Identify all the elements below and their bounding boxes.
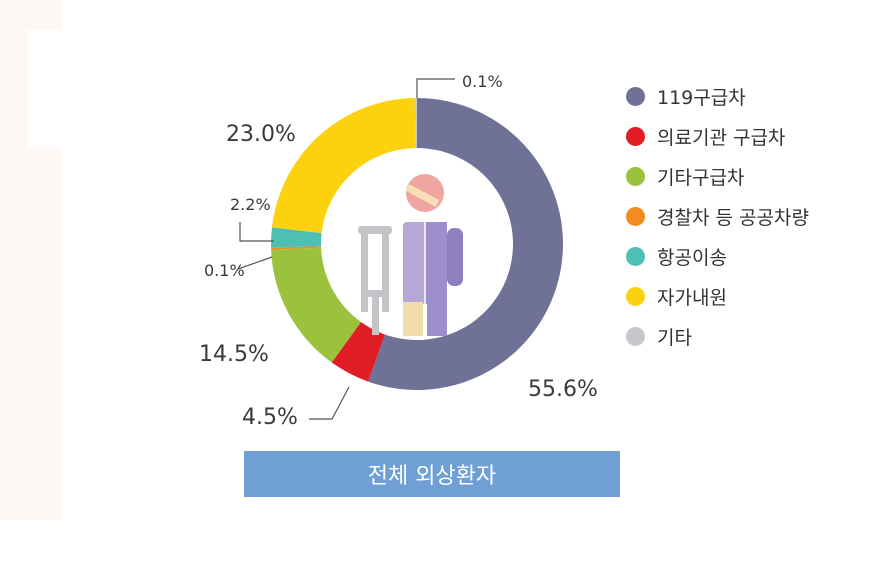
background-notch	[28, 30, 62, 148]
data-label: 2.2%	[230, 195, 271, 214]
data-label: 0.1%	[204, 261, 245, 280]
cast-leg-icon	[403, 302, 423, 336]
legend-swatch	[626, 206, 645, 226]
pie-slice	[271, 98, 416, 234]
legend-swatch	[626, 166, 645, 186]
legend-label: 119구급차	[657, 86, 746, 109]
legend-swatch	[626, 126, 645, 146]
data-label: 0.1%	[462, 72, 503, 91]
pie-slice	[271, 227, 322, 248]
data-label: 14.5%	[199, 342, 269, 367]
data-label: 23.0%	[226, 122, 296, 147]
bandage-icon	[406, 184, 439, 207]
legend-label: 항공이송	[657, 246, 727, 269]
legend-item: 기타구급차	[626, 166, 809, 189]
caption-text: 전체 외상환자	[367, 464, 497, 489]
legend-swatch	[626, 246, 645, 266]
legend-label: 기타구급차	[657, 166, 745, 189]
legend-label: 경찰차 등 공공차량	[657, 206, 809, 229]
legend-swatch	[626, 286, 645, 306]
injured-patient-icon	[358, 174, 463, 336]
data-label: 4.5%	[242, 405, 298, 430]
caption-bar: 전체 외상환자	[244, 451, 620, 497]
pie-slice	[271, 247, 361, 363]
legend-item: 자가내원	[626, 286, 809, 309]
legend-label: 의료기관 구급차	[657, 126, 786, 149]
legend-label: 자가내원	[657, 286, 727, 309]
pie-slice	[414, 98, 417, 149]
legend-swatch	[626, 86, 645, 106]
pie-slice	[331, 321, 385, 382]
crutch-icon	[358, 226, 392, 335]
legend-item: 경찰차 등 공공차량	[626, 206, 809, 229]
arm-icon	[447, 228, 463, 286]
legend-item: 항공이송	[626, 246, 809, 269]
pie-slice	[368, 98, 564, 390]
legend-item: 119구급차	[626, 86, 809, 109]
legend-swatch	[626, 326, 645, 346]
data-label: 55.6%	[528, 377, 598, 402]
pie-slice	[271, 246, 322, 250]
leader-line	[237, 256, 273, 270]
leader-line	[239, 222, 274, 242]
legend-item: 기타	[626, 326, 809, 349]
legend-label: 기타	[657, 326, 692, 349]
leader-line	[416, 78, 455, 98]
leader-line	[309, 386, 350, 420]
leg-icon	[427, 302, 447, 336]
legend-item: 의료기관 구급차	[626, 126, 809, 149]
